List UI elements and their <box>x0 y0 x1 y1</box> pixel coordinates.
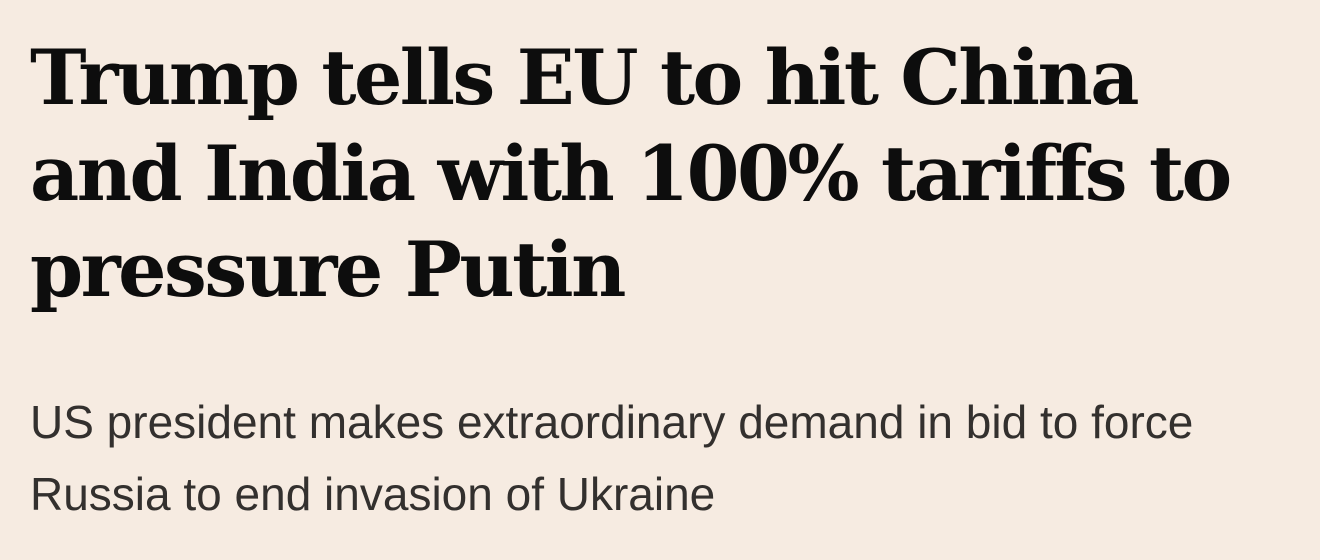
headline[interactable]: Trump tells EU to hit China and India wi… <box>30 33 1232 314</box>
standfirst: US president makes extraordinary demand … <box>30 396 1194 520</box>
article-header: Trump tells EU to hit China and India wi… <box>30 30 1290 520</box>
